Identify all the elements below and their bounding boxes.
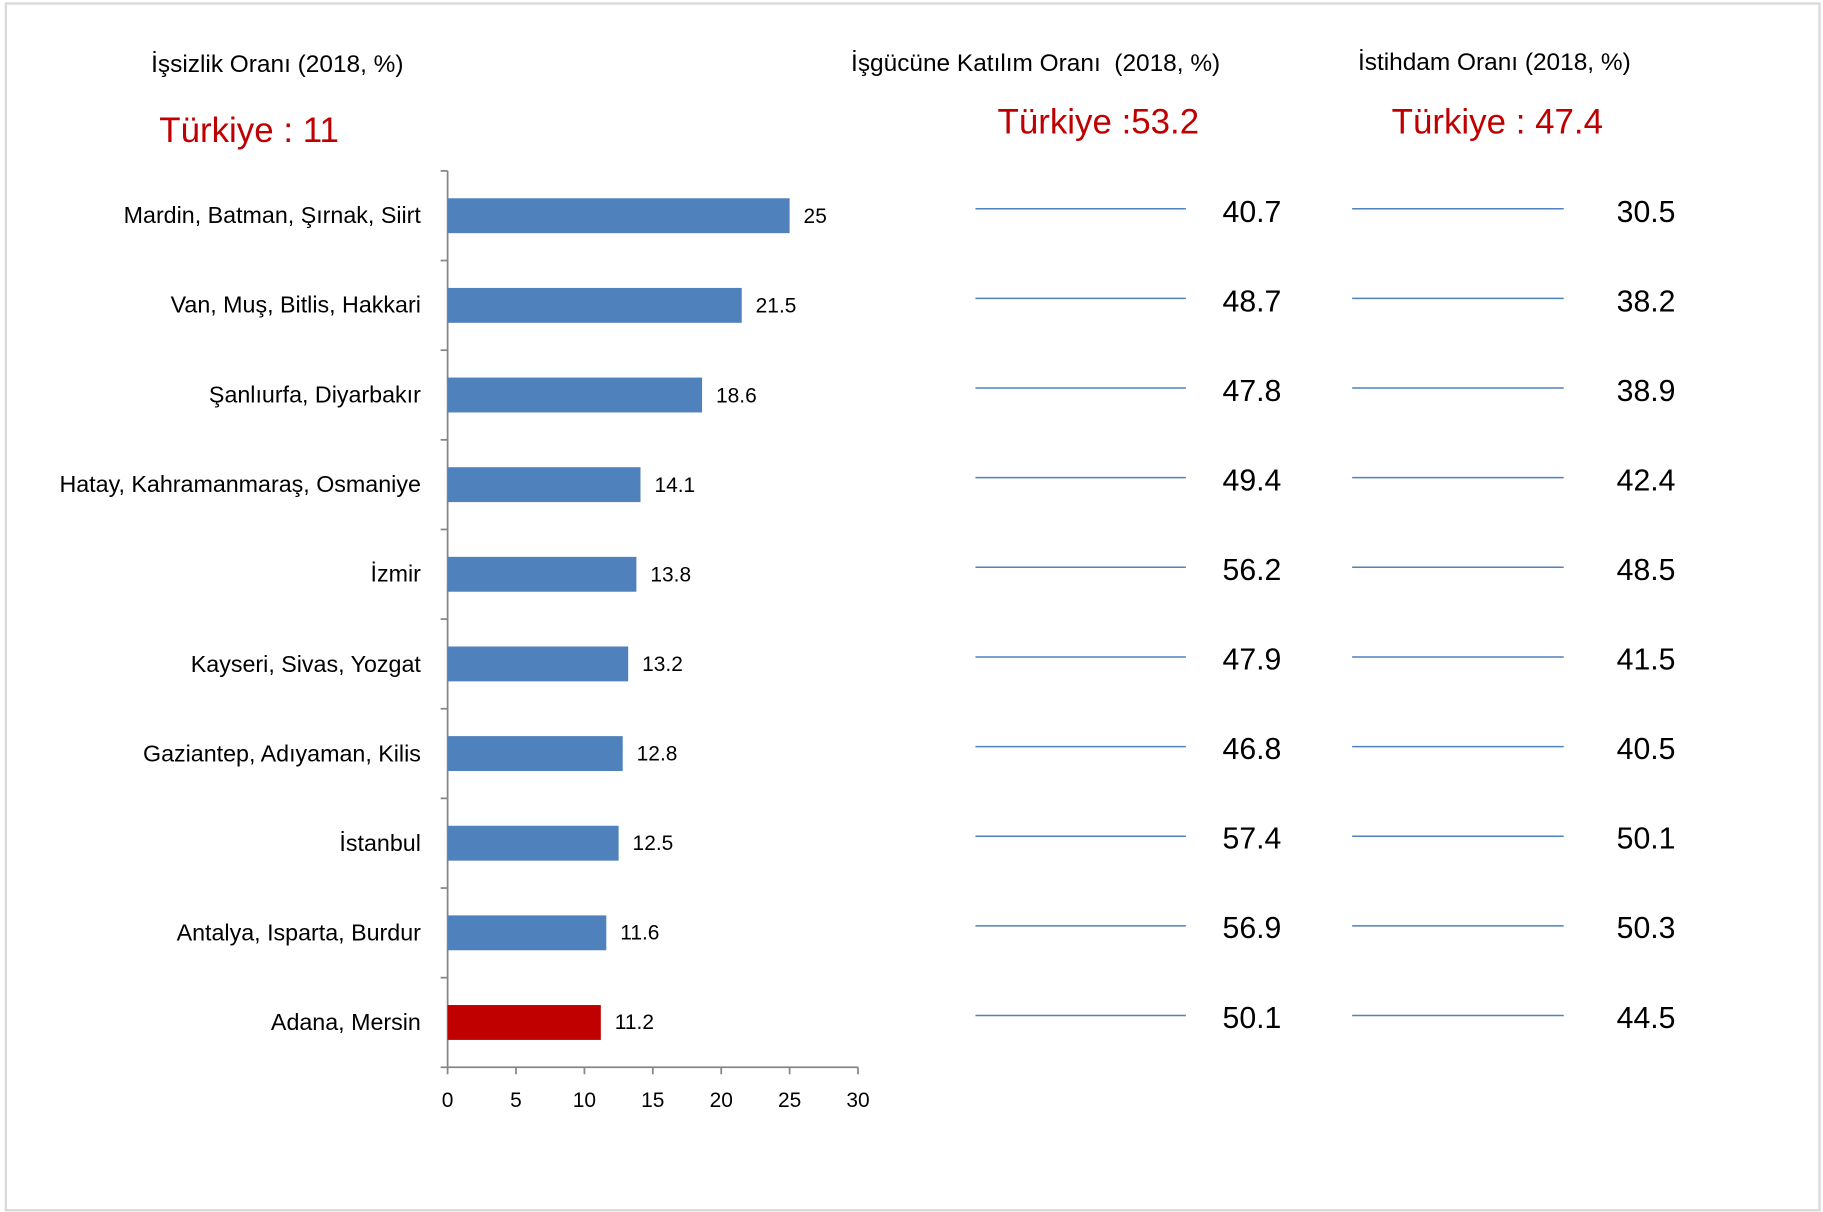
- column-value: 50.1: [1616, 821, 1676, 856]
- national-value: Türkiye : 11: [159, 111, 339, 150]
- category-label: Kayseri, Sivas, Yozgat: [190, 651, 421, 678]
- column-value: 46.8: [1222, 731, 1282, 767]
- category-label: Van, Muş, Bitlis, Hakkari: [170, 293, 421, 319]
- bar: [447, 646, 629, 682]
- chart-title: İşsizlik Oranı (2018, %): [151, 51, 404, 78]
- column-title: İstihdam Oranı (2018, %): [1357, 48, 1631, 76]
- column-value: 48.5: [1616, 552, 1676, 588]
- column-value: 38.9: [1616, 372, 1676, 408]
- bar-value-label: 13.8: [650, 562, 692, 586]
- bar-value-label: 11.2: [614, 1010, 654, 1035]
- x-tick-label: 25: [777, 1088, 802, 1112]
- column-value: 30.5: [1616, 193, 1676, 229]
- x-tick-label: 15: [641, 1088, 665, 1112]
- bar-value-label: 18.6: [716, 383, 757, 407]
- category-label: Gaziantep, Adıyaman, Kilis: [142, 741, 421, 767]
- x-tick-label: 30: [846, 1088, 870, 1112]
- bar: [447, 287, 742, 323]
- column-value: 44.5: [1616, 1000, 1676, 1036]
- column-value: 50.1: [1222, 1000, 1282, 1036]
- column-value: 47.8: [1222, 372, 1282, 408]
- category-label: Mardin, Batman, Şırnak, Siirt: [123, 203, 421, 230]
- column-value: 41.5: [1616, 641, 1676, 677]
- column-value: 40.7: [1222, 193, 1282, 229]
- x-tick-label: 10: [572, 1088, 597, 1112]
- category-label: Hatay, Kahramanmaraş, Osmaniye: [59, 472, 421, 499]
- bar-value-label: 21.5: [755, 293, 797, 317]
- column-title: İşgücüne Katılım Oranı (2018, %): [851, 49, 1221, 77]
- category-label: İstanbul: [339, 830, 421, 857]
- category-label: Adana, Mersin: [270, 1010, 421, 1036]
- bar-value-label: 12.5: [632, 831, 674, 855]
- column-value: 50.3: [1616, 910, 1676, 946]
- bar-value-label: 11.6: [620, 921, 660, 945]
- frame: [4, 2, 1821, 1212]
- category-label: Antalya, Isparta, Burdur: [176, 920, 421, 947]
- column-value: 49.4: [1222, 462, 1282, 498]
- category-label: İzmir: [370, 562, 421, 588]
- bar: [447, 198, 790, 234]
- bar: [447, 736, 623, 771]
- category-label: Şanlıurfa, Diyarbakır: [208, 382, 421, 409]
- national-value: Türkiye :53.2: [997, 103, 1200, 142]
- bar: [447, 1005, 601, 1040]
- bar: [447, 467, 641, 503]
- bar-value-label: 12.8: [636, 741, 678, 766]
- column-value: 40.5: [1616, 731, 1676, 767]
- column-value: 47.9: [1222, 641, 1282, 677]
- bar: [447, 915, 607, 951]
- column-value: 38.2: [1616, 283, 1676, 319]
- column-value: 56.2: [1222, 552, 1282, 588]
- column-value: 57.4: [1222, 821, 1282, 856]
- national-value: Türkiye : 47.4: [1391, 103, 1603, 142]
- bar-value-label: 13.2: [642, 652, 683, 676]
- x-tick-label: 5: [510, 1088, 522, 1112]
- bar-value-label: 14.1: [654, 473, 696, 497]
- x-tick-label: 0: [441, 1088, 454, 1112]
- bar-value-label: 25: [803, 204, 827, 228]
- x-tick-label: 20: [709, 1088, 733, 1112]
- column-value: 56.9: [1222, 910, 1282, 946]
- column-value: 42.4: [1616, 462, 1676, 498]
- bar: [447, 556, 637, 592]
- column-value: 48.7: [1222, 283, 1282, 319]
- bar: [447, 377, 703, 413]
- bar: [447, 825, 619, 861]
